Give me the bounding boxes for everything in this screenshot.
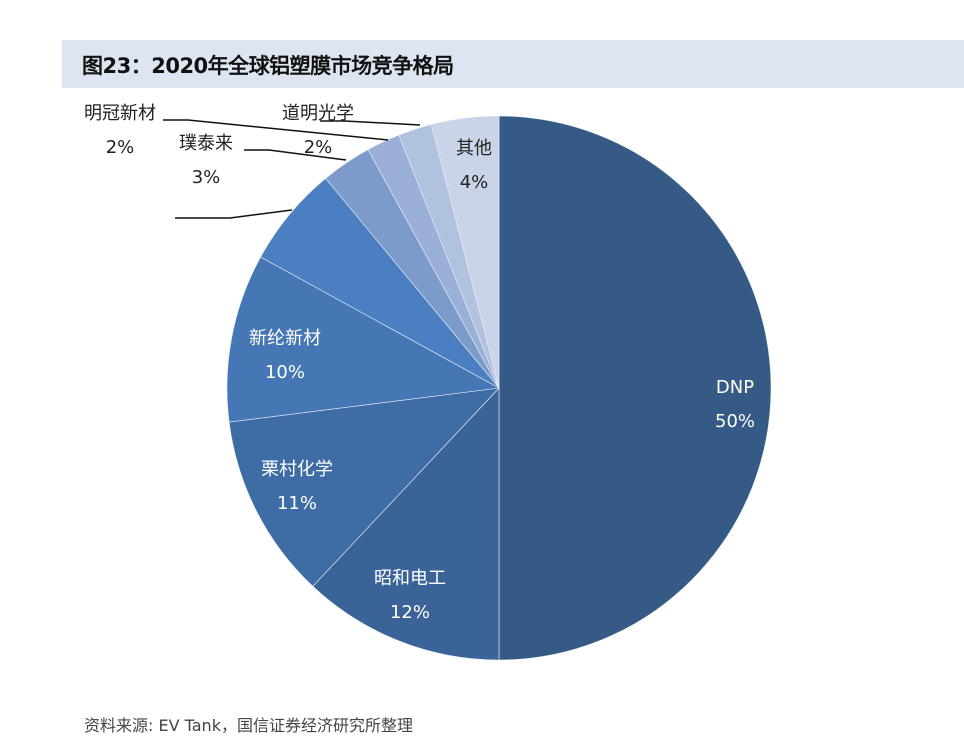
source-note: 资料来源: EV Tank，国信证券经济研究所整理 [84,716,413,735]
label-kurimura: 栗村化学 11% [261,459,333,514]
leader-line [163,119,389,141]
label-dnp: DNP 50% [714,377,756,432]
title-bar: 图23：2020年全球铝塑膜市场竞争格局 [62,40,964,88]
pie-slice-0 [498,115,772,661]
chart-title: 图23：2020年全球铝塑膜市场竞争格局 [82,54,454,78]
leader-line [320,120,421,126]
label-other: 其他 4% [456,138,492,193]
leader-line [244,149,347,161]
leader-line [175,209,293,219]
pie-slice-2 [228,387,500,587]
label-putailai: 璞泰来 3% [179,133,233,188]
label-daoming: 道明光学 2% [282,103,354,158]
label-xinlun: 新纶新材 10% [249,328,321,383]
label-showa: 昭和电工 12% [374,568,446,623]
pie-slice-8 [430,115,500,389]
pie-slice-3 [226,256,500,423]
pie-slice-1 [312,387,500,661]
label-mingguan: 明冠新材 2% [84,103,156,158]
